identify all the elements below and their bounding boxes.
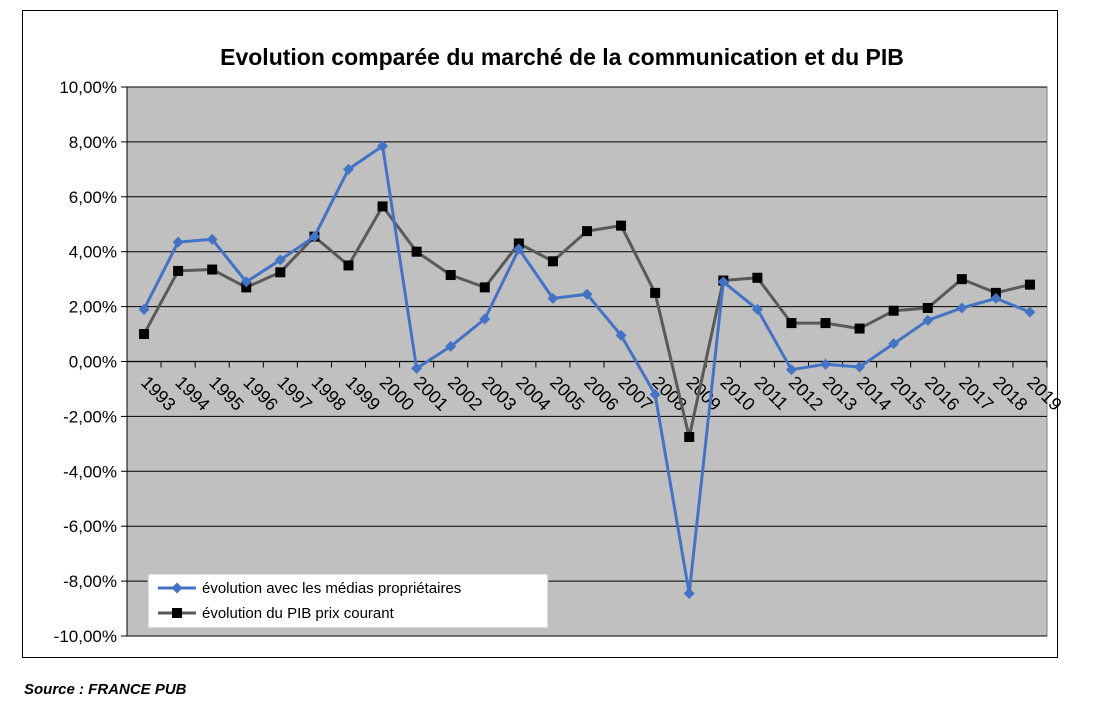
y-tick-label: -2,00% [63,407,117,426]
data-point [888,338,900,350]
y-tick-label: 0,00% [69,353,117,372]
data-point [820,318,831,329]
legend-label: évolution du PIB prix courant [202,605,395,622]
data-point [206,233,218,245]
data-point [616,220,627,231]
data-point [513,243,525,255]
data-point [479,313,491,325]
legend-item: évolution avec les médias propriétaires [158,580,461,597]
data-point [138,303,150,315]
data-point [990,292,1002,304]
data-point [820,358,832,370]
chart-title: Evolution comparée du marché de la commu… [220,44,904,70]
data-point [207,264,218,275]
y-tick-label: 2,00% [69,298,117,317]
legend-item: évolution du PIB prix courant [158,605,395,622]
data-point [922,314,934,326]
data-point [411,362,423,374]
data-point [752,272,763,283]
data-point [1024,306,1036,318]
data-point [1024,279,1035,290]
data-point [615,329,627,341]
y-tick-label: 8,00% [69,133,117,152]
data-point [445,340,457,352]
data-point [377,201,388,212]
data-point [751,303,763,315]
y-axis: 10,00% 8,00% 6,00% 4,00% 2,00% 0,00% -2,00% -4,… [54,78,128,646]
source-note: Source : FRANCE PUB [24,681,187,698]
data-point [684,431,695,442]
legend-marker [171,582,183,594]
data-point [956,302,968,314]
data-point [922,302,933,313]
data-point [649,388,661,400]
data-point [308,231,320,243]
data-point [173,265,184,276]
y-tick-label: -10,00% [54,627,117,646]
data-point [888,305,899,316]
y-tick-label: -8,00% [63,572,117,591]
data-point [377,140,389,152]
data-point [683,587,695,599]
legend-box [147,573,549,629]
data-point [411,246,422,257]
data-point [547,256,558,267]
y-tick-label: -6,00% [63,517,117,536]
data-point [274,254,286,266]
data-point [786,318,797,329]
data-point [479,282,490,293]
data-point [547,292,559,304]
y-tick-label: -4,00% [63,462,117,481]
data-point [343,260,354,271]
y-tick-label: 10,00% [59,78,117,97]
series-layer [138,140,1036,599]
data-point [650,287,661,298]
legend: évolution avec les médias propriétaires é… [147,573,549,629]
data-point [581,288,593,300]
data-point [582,226,592,237]
data-point [342,163,354,175]
data-point [785,364,797,376]
data-point [139,329,150,340]
y-tick-label: 4,00% [69,243,117,262]
data-point [275,267,286,278]
legend-label: évolution avec les médias propriétaires [202,580,461,597]
data-point [240,276,252,288]
data-point [956,274,967,285]
data-point [445,270,456,281]
data-point [854,323,865,334]
series-medias [138,140,1036,599]
data-point [854,361,866,373]
data-point [172,236,184,248]
y-tick-label: 6,00% [69,188,117,207]
data-point [717,276,729,288]
legend-marker [172,608,182,618]
